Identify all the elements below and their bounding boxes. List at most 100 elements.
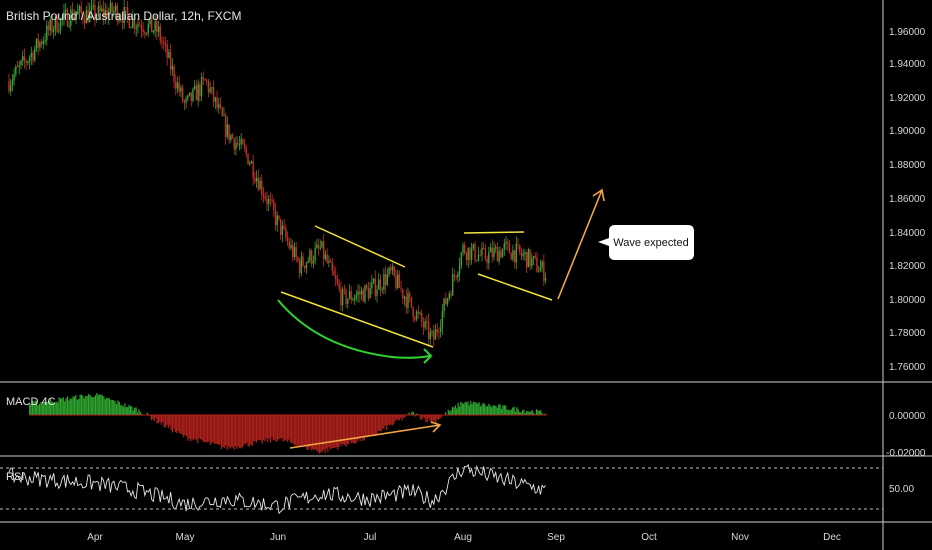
candle-body bbox=[362, 290, 364, 302]
candle-body bbox=[114, 5, 117, 11]
candle-body bbox=[21, 56, 24, 61]
candle-body bbox=[95, 16, 98, 20]
candle-body bbox=[150, 17, 153, 33]
candle-body bbox=[372, 278, 375, 283]
candle-body bbox=[195, 85, 198, 101]
candle-body bbox=[264, 196, 266, 199]
candle-body bbox=[317, 244, 320, 249]
candle-body bbox=[130, 27, 132, 29]
candle-body bbox=[451, 274, 454, 296]
candle-body bbox=[235, 142, 237, 150]
candle-body bbox=[18, 65, 20, 67]
candle-body bbox=[410, 296, 413, 308]
candle-body bbox=[508, 243, 511, 254]
candle-body bbox=[477, 254, 480, 261]
candle-body bbox=[295, 246, 297, 258]
candle-body bbox=[223, 115, 225, 117]
candle-body bbox=[543, 261, 545, 281]
month-tick-label: Apr bbox=[87, 532, 103, 543]
channel-lower-line bbox=[280, 291, 434, 348]
candle-body bbox=[359, 291, 361, 295]
macd-title[interactable]: MACD 4C bbox=[6, 396, 56, 408]
macd-tick-label: -0.02000 bbox=[886, 448, 926, 459]
candle-body bbox=[266, 198, 268, 204]
candle-body bbox=[252, 161, 254, 179]
price-tick-label: 1.92000 bbox=[889, 93, 926, 104]
candle-body bbox=[319, 247, 321, 249]
candle-body bbox=[90, 6, 93, 11]
month-tick-label: Nov bbox=[731, 532, 749, 543]
candle-body bbox=[336, 279, 339, 284]
candle-body bbox=[181, 87, 184, 102]
candle-body bbox=[486, 258, 488, 263]
candle-body bbox=[133, 18, 136, 29]
candle-body bbox=[360, 290, 363, 295]
candle-body bbox=[520, 252, 523, 256]
candle-body bbox=[293, 246, 296, 258]
candle-body bbox=[537, 271, 540, 273]
candle-body bbox=[39, 41, 41, 48]
candle-body bbox=[324, 254, 327, 260]
expected-wave-arrow-head bbox=[592, 188, 605, 202]
candle-body bbox=[269, 199, 272, 201]
candle-body bbox=[422, 321, 425, 328]
candle-body bbox=[32, 52, 34, 61]
candle-body bbox=[364, 285, 366, 302]
candle-body bbox=[257, 177, 260, 190]
wave-callout[interactable]: Wave expected bbox=[598, 225, 694, 260]
channel-upper-line bbox=[314, 225, 406, 268]
candle-body bbox=[16, 66, 19, 68]
time-axis[interactable]: Apr May Jun Jul Aug Sep Oct Nov Dec bbox=[87, 532, 841, 543]
candle-body bbox=[345, 289, 347, 304]
candle-body bbox=[83, 19, 86, 24]
candle-body bbox=[312, 260, 315, 264]
symbol-title[interactable]: British Pound / Australian Dollar, 12h, … bbox=[6, 9, 241, 23]
candle-body bbox=[285, 228, 287, 238]
candle-body bbox=[163, 42, 165, 44]
candle-body bbox=[419, 312, 421, 314]
candle-body bbox=[135, 27, 137, 29]
rsi-axis[interactable]: 50.00 bbox=[889, 484, 914, 495]
candle-body bbox=[525, 252, 528, 268]
price-axis[interactable]: 1.96000 1.94000 1.92000 1.90000 1.88000 … bbox=[889, 27, 926, 373]
candle-body bbox=[290, 244, 292, 248]
rsi-title[interactable]: RSI bbox=[6, 471, 24, 483]
macd-axis[interactable]: 0.00000 -0.02000 bbox=[886, 411, 926, 459]
candle-body bbox=[164, 43, 167, 45]
candle-body bbox=[470, 248, 473, 260]
candle-body bbox=[376, 289, 378, 296]
candle-body bbox=[328, 261, 330, 263]
candle-body bbox=[512, 250, 514, 260]
candle-body bbox=[214, 97, 217, 102]
candle-body bbox=[395, 275, 397, 289]
candle-body bbox=[121, 18, 124, 24]
candle-body bbox=[175, 81, 177, 89]
candle-body bbox=[505, 241, 507, 244]
price-tick-label: 1.96000 bbox=[889, 27, 926, 38]
candle-body bbox=[335, 275, 337, 280]
candle-body bbox=[369, 288, 371, 299]
candle-body bbox=[469, 247, 471, 260]
candle-body bbox=[37, 38, 39, 48]
candle-body bbox=[314, 248, 316, 261]
candle-body bbox=[402, 289, 404, 299]
candle-body bbox=[453, 274, 456, 277]
candle-body bbox=[507, 241, 509, 244]
candle-body bbox=[355, 294, 358, 298]
candle-body bbox=[501, 249, 504, 258]
candle-body bbox=[230, 134, 232, 141]
candle-body bbox=[450, 293, 452, 296]
candle-body bbox=[400, 287, 402, 290]
candle-body bbox=[259, 180, 261, 190]
candle-body bbox=[408, 293, 411, 297]
candle-body bbox=[309, 250, 311, 261]
candle-body bbox=[267, 199, 270, 204]
candle-body bbox=[190, 92, 192, 101]
candle-body bbox=[238, 144, 241, 146]
candle-body bbox=[254, 178, 256, 182]
candle-body bbox=[427, 321, 430, 340]
candle-body bbox=[126, 7, 129, 16]
candle-body bbox=[457, 273, 459, 278]
flag-pattern bbox=[463, 231, 553, 301]
candle-body bbox=[120, 18, 122, 20]
